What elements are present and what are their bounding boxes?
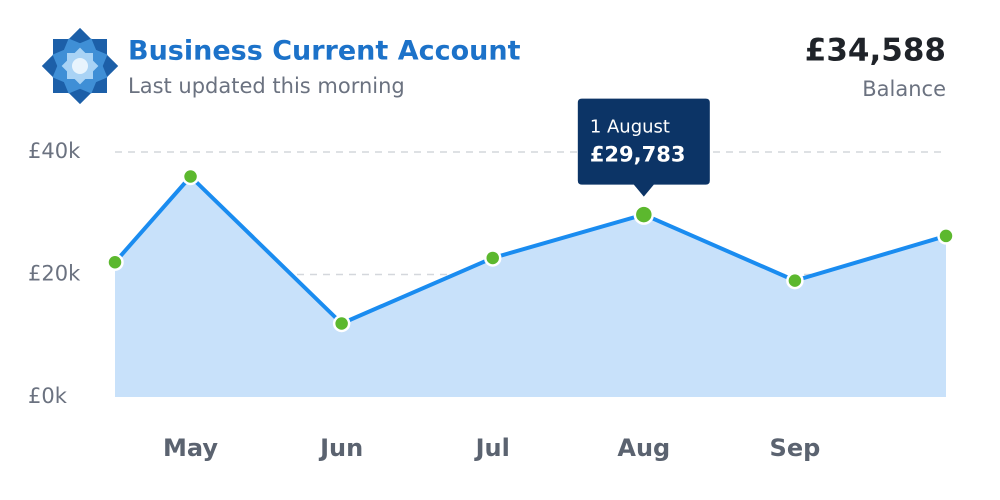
x-tick-label: Sep <box>770 434 821 462</box>
tooltip-value: £29,783 <box>590 143 686 167</box>
x-tick-label: Jul <box>474 434 510 462</box>
tooltip-date: 1 August <box>590 117 670 138</box>
data-point <box>106 253 124 271</box>
balance-chart: £0k £20k £40k May Jun Jul Aug Sep 1 August £29,78… <box>28 98 955 462</box>
balance-amount: £34,588 <box>805 33 946 69</box>
y-tick-label: £40k <box>28 139 81 163</box>
data-point <box>786 271 804 290</box>
tooltip <box>577 98 710 197</box>
account-subtitle: Last updated this morning <box>128 74 405 98</box>
balance-area <box>115 176 946 397</box>
data-point <box>181 167 200 186</box>
x-tick-label: Aug <box>617 434 670 462</box>
logo <box>41 27 119 105</box>
balance-label: Balance <box>862 77 946 101</box>
data-point <box>937 227 955 245</box>
y-tick-label: £20k <box>28 262 81 286</box>
y-tick-label: £0k <box>28 384 68 408</box>
x-tick-label: Jun <box>318 434 363 462</box>
account-title: Business Current Account <box>128 36 521 67</box>
data-point <box>332 314 351 333</box>
data-point <box>633 204 655 225</box>
x-tick-label: May <box>163 434 218 462</box>
data-point <box>483 249 502 267</box>
